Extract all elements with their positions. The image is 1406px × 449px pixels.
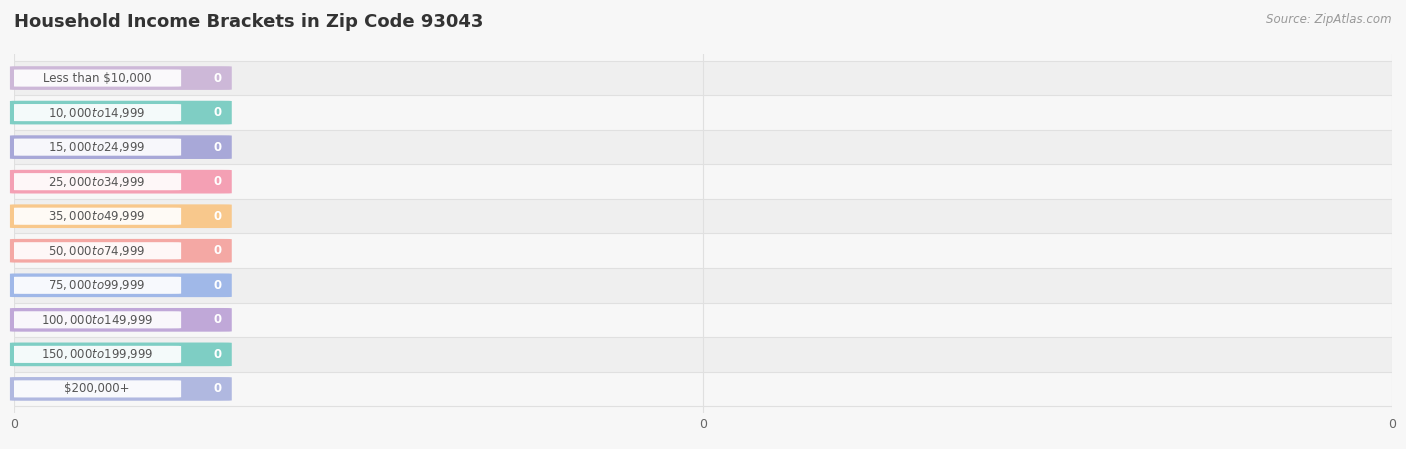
Text: Less than $10,000: Less than $10,000 — [42, 71, 152, 84]
Bar — [14, 337, 1392, 372]
FancyBboxPatch shape — [10, 135, 232, 159]
FancyBboxPatch shape — [13, 346, 181, 363]
FancyBboxPatch shape — [10, 204, 232, 228]
Bar — [14, 303, 1392, 337]
Text: 0: 0 — [214, 313, 222, 326]
Text: $200,000+: $200,000+ — [65, 383, 129, 396]
Text: 0: 0 — [214, 279, 222, 292]
FancyBboxPatch shape — [13, 207, 181, 225]
FancyBboxPatch shape — [10, 273, 232, 297]
FancyBboxPatch shape — [13, 380, 181, 397]
Bar — [14, 130, 1392, 164]
FancyBboxPatch shape — [10, 239, 232, 263]
Bar — [14, 95, 1392, 130]
Text: $35,000 to $49,999: $35,000 to $49,999 — [48, 209, 146, 223]
Text: Source: ZipAtlas.com: Source: ZipAtlas.com — [1267, 13, 1392, 26]
FancyBboxPatch shape — [13, 242, 181, 260]
Text: 0: 0 — [214, 210, 222, 223]
Text: $150,000 to $199,999: $150,000 to $199,999 — [41, 348, 153, 361]
FancyBboxPatch shape — [10, 101, 232, 124]
FancyBboxPatch shape — [13, 277, 181, 294]
Text: 0: 0 — [214, 141, 222, 154]
Bar — [14, 164, 1392, 199]
FancyBboxPatch shape — [10, 343, 232, 366]
Text: 0: 0 — [214, 71, 222, 84]
Bar — [14, 233, 1392, 268]
Bar — [14, 61, 1392, 95]
Text: Household Income Brackets in Zip Code 93043: Household Income Brackets in Zip Code 93… — [14, 13, 484, 31]
Bar — [14, 268, 1392, 303]
Text: 0: 0 — [214, 106, 222, 119]
FancyBboxPatch shape — [10, 66, 232, 90]
FancyBboxPatch shape — [13, 311, 181, 328]
FancyBboxPatch shape — [10, 308, 232, 332]
Text: $15,000 to $24,999: $15,000 to $24,999 — [48, 140, 146, 154]
Text: $10,000 to $14,999: $10,000 to $14,999 — [48, 106, 146, 119]
Text: $25,000 to $34,999: $25,000 to $34,999 — [48, 175, 146, 189]
Bar — [14, 199, 1392, 233]
FancyBboxPatch shape — [13, 173, 181, 190]
Text: 0: 0 — [214, 244, 222, 257]
FancyBboxPatch shape — [13, 139, 181, 156]
Text: $100,000 to $149,999: $100,000 to $149,999 — [41, 313, 153, 327]
FancyBboxPatch shape — [10, 377, 232, 401]
Text: $50,000 to $74,999: $50,000 to $74,999 — [48, 244, 146, 258]
Text: 0: 0 — [214, 383, 222, 396]
Bar — [14, 372, 1392, 406]
Text: 0: 0 — [214, 348, 222, 361]
Text: 0: 0 — [214, 175, 222, 188]
FancyBboxPatch shape — [13, 70, 181, 87]
FancyBboxPatch shape — [13, 104, 181, 121]
FancyBboxPatch shape — [10, 170, 232, 194]
Text: $75,000 to $99,999: $75,000 to $99,999 — [48, 278, 146, 292]
